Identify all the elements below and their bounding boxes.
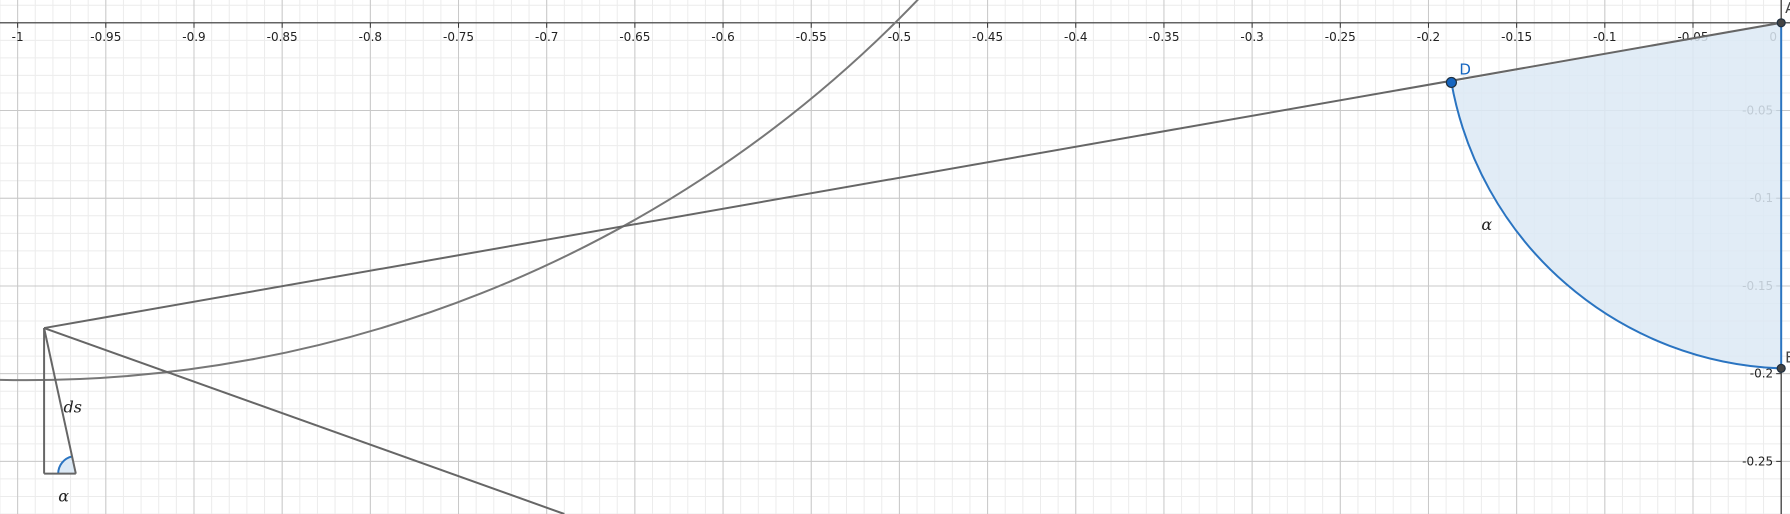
x-tick-label: -1 [12, 30, 24, 44]
math-label: α [58, 487, 69, 506]
point-label-A: A [1785, 0, 1790, 17]
x-tick-label: -0.95 [90, 30, 121, 44]
x-tick-label: -0.2 [1417, 30, 1440, 44]
point-D[interactable] [1445, 76, 1457, 89]
point-label-D: D [1459, 60, 1471, 78]
math-label: α [1481, 215, 1492, 234]
x-tick-label: -0.1 [1593, 30, 1616, 44]
x-tick-label: -0.85 [267, 30, 298, 44]
x-tick-label: -0.35 [1148, 30, 1179, 44]
curve-arc[interactable] [0, 0, 1261, 381]
x-tick-label: -0.8 [359, 30, 382, 44]
x-tick-label: -0.5 [888, 30, 911, 44]
point-E[interactable] [1776, 363, 1786, 373]
math-labels: α ds α [58, 215, 1492, 506]
x-tick-label: -0.15 [1501, 30, 1532, 44]
x-tick-label: -0.9 [182, 30, 205, 44]
sector-arc[interactable] [1450, 82, 1782, 370]
point-A[interactable] [1776, 18, 1786, 28]
sector-fill [1451, 22, 1782, 369]
x-tick-label: -0.55 [796, 30, 827, 44]
angle-marker-fill [58, 456, 76, 474]
y-tick-label: -0.25 [1742, 454, 1773, 468]
x-tick-label: -0.7 [535, 30, 558, 44]
points[interactable]: A D E [1445, 0, 1790, 373]
x-tick-label: -0.75 [443, 30, 474, 44]
segment[interactable] [43, 327, 77, 474]
point-label-E: E [1785, 348, 1790, 366]
math-label: ds [63, 397, 81, 416]
x-tick-label: -0.65 [619, 30, 650, 44]
x-tick-label: -0.25 [1325, 30, 1356, 44]
x-tick-label: -0.45 [972, 30, 1003, 44]
x-tick-label: -0.4 [1064, 30, 1087, 44]
y-tick-label: -0.2 [1750, 367, 1773, 381]
segment[interactable] [43, 21, 1782, 330]
x-tick-label: -0.6 [711, 30, 734, 44]
segment[interactable] [43, 327, 565, 514]
x-tick-label: -0.3 [1240, 30, 1263, 44]
angle-marker-arc [57, 455, 73, 474]
